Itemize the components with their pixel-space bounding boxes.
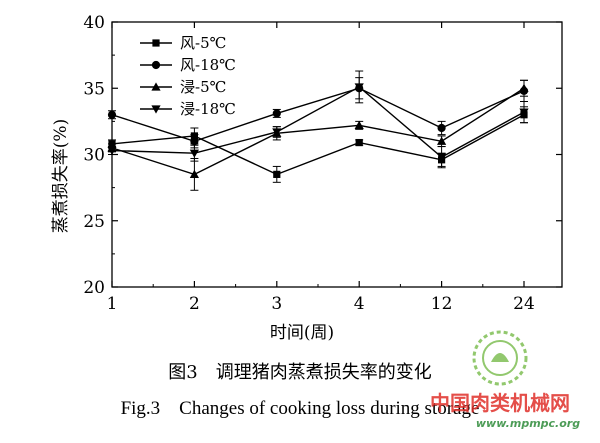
series-line	[111, 114, 525, 176]
data-point	[273, 170, 281, 178]
series-4	[107, 70, 529, 169]
data-point	[354, 120, 364, 129]
data-point	[272, 109, 281, 118]
data-point	[437, 136, 447, 145]
watermark-url: www.mpmpc.org	[476, 417, 580, 430]
y-tick-label: 20	[83, 278, 105, 298]
y-tick-label: 40	[83, 13, 105, 33]
legend-label: 风-18℃	[180, 56, 236, 74]
legend-item: 风-18℃	[140, 56, 236, 74]
legend-item: 浸-18℃	[140, 100, 236, 118]
legend-marker	[152, 39, 160, 47]
watermark-logo-icon	[472, 330, 528, 386]
y-tick-label: 25	[83, 212, 105, 232]
legend-label: 浸-18℃	[180, 100, 236, 118]
data-point	[190, 137, 199, 146]
data-point	[189, 169, 199, 178]
caption-chinese: 图3 调理猪肉蒸煮损失率的变化	[168, 362, 431, 383]
legend: 风-5℃ 风-18℃ 浸-5℃ 浸-18℃	[140, 34, 236, 118]
legend-marker	[151, 82, 161, 91]
legend-marker	[151, 105, 161, 114]
series-3	[107, 79, 529, 191]
series-line	[111, 87, 525, 142]
data-point	[355, 138, 363, 147]
watermark-text: 中国肉类机械网	[430, 391, 570, 415]
series-layer	[107, 70, 529, 191]
legend-label: 浸-5℃	[180, 78, 226, 96]
x-tick-label: 3	[271, 294, 282, 314]
data-point	[107, 146, 117, 156]
data-point	[189, 149, 199, 158]
legend-marker	[151, 60, 161, 70]
data-point	[272, 128, 282, 137]
y-tick-label: 30	[83, 146, 105, 166]
legend-item: 风-5℃	[140, 34, 226, 52]
y-axis-title: 蒸煮损失率(%)	[51, 119, 71, 233]
data-point	[437, 123, 446, 133]
data-point	[437, 153, 447, 162]
legend-label: 风-5℃	[180, 34, 226, 52]
x-tick-label: 12	[431, 294, 453, 314]
caption-english: Fig.3 Changes of cooking loss during sto…	[121, 398, 480, 419]
x-axis-title: 时间(周)	[270, 323, 334, 343]
x-tick-label: 1	[107, 294, 118, 314]
x-tick-label: 4	[354, 294, 365, 314]
x-tick-label: 24	[513, 294, 535, 314]
series-line	[111, 86, 525, 158]
series-line	[111, 87, 525, 176]
data-point	[519, 83, 529, 92]
x-tick-label: 2	[189, 294, 200, 314]
data-point	[354, 83, 364, 92]
series-2	[107, 77, 529, 149]
data-point	[519, 108, 529, 117]
watermark: 中国肉类机械网 www.mpmpc.org	[430, 330, 580, 430]
legend-item: 浸-5℃	[140, 78, 226, 96]
y-tick-label: 35	[83, 79, 105, 99]
data-point	[107, 110, 117, 119]
